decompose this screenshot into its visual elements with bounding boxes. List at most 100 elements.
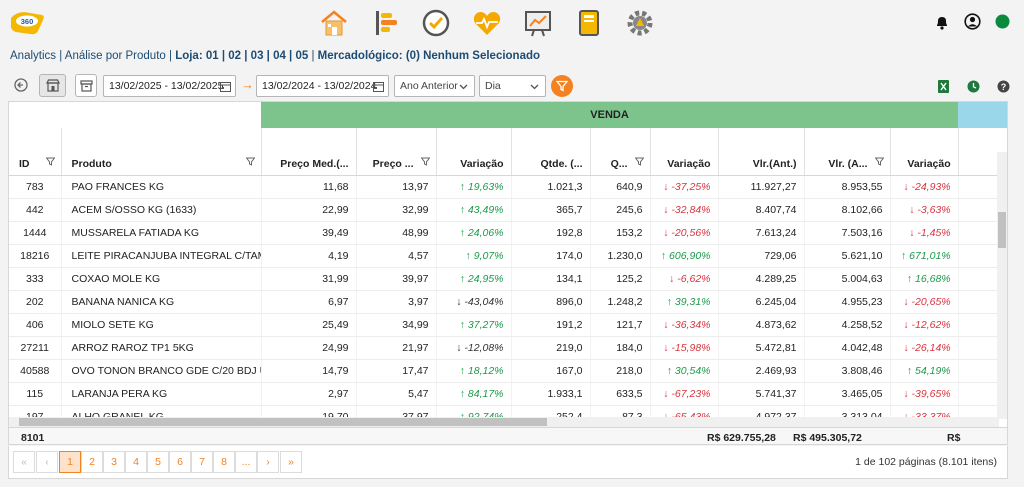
page-button[interactable]: 8 <box>213 451 235 473</box>
bell-icon[interactable] <box>934 14 950 30</box>
arrow-right-icon: → <box>241 77 254 92</box>
loja-values: 01 | 02 | 03 | 04 | 05 <box>205 50 309 62</box>
first-page-button[interactable]: « <box>13 451 35 473</box>
column-header[interactable]: ID <box>9 128 62 176</box>
horizontal-scrollbar[interactable] <box>9 417 999 427</box>
cell-v3: ↑ 671,01% <box>890 244 959 268</box>
cell-vlr-ant2: 630,28 <box>958 198 1007 222</box>
chevron-down-icon <box>459 82 468 94</box>
column-header[interactable]: Variação <box>890 128 959 176</box>
checkmark-clock-icon[interactable] <box>418 5 454 41</box>
chart-board-icon[interactable] <box>520 5 556 41</box>
period-compare-field[interactable]: 13/02/2024 - 13/02/2024 <box>256 75 389 97</box>
column-header[interactable]: Produto <box>61 128 262 176</box>
pagination-info: 1 de 102 páginas (8.101 itens) <box>855 456 997 468</box>
cell-produto: PAO FRANCES KG <box>61 175 262 199</box>
last-page-button[interactable]: » <box>280 451 302 473</box>
cell-vlr-ant: 11.927,27 <box>718 175 805 199</box>
cell-q-ant: 365,7 <box>511 198 591 222</box>
next-page-button[interactable]: › <box>257 451 279 473</box>
breadcrumb-section[interactable]: Analytics <box>10 50 57 62</box>
page-button[interactable]: 2 <box>81 451 103 473</box>
archive-button[interactable] <box>75 74 97 97</box>
calendar-icon[interactable] <box>373 81 384 95</box>
table-row[interactable]: 783 PAO FRANCES KG 11,68 13,97 ↑ 19,63% 1.021… <box>9 175 1007 199</box>
store-icon <box>45 79 60 92</box>
cell-id: 202 <box>9 290 62 314</box>
vertical-scrollbar[interactable] <box>997 152 1007 419</box>
column-filter-icon[interactable] <box>873 157 885 169</box>
variation-value: ↓ -43,04% <box>456 295 504 308</box>
column-header[interactable]: Preço Med.(... <box>261 128 357 176</box>
svg-text:360: 360 <box>21 17 34 26</box>
cell-v2: ↓ -37,25% <box>650 175 719 199</box>
history-clock-icon[interactable] <box>965 78 981 94</box>
granularity-select[interactable]: Dia <box>479 75 546 97</box>
cell-q-ant: 192,8 <box>511 221 591 245</box>
cell-pm: 34,99 <box>356 313 437 337</box>
page-button[interactable]: 6 <box>169 451 191 473</box>
vertical-scroll-thumb[interactable] <box>998 212 1006 248</box>
page-button[interactable]: 4 <box>125 451 147 473</box>
page-button[interactable]: 3 <box>103 451 125 473</box>
table-row[interactable]: 202 BANANA NANICA KG 6,97 3,97 ↓ -43,04% 896,… <box>9 290 1007 314</box>
table-row[interactable]: 27211 ARROZ RAROZ TP1 5KG 24,99 21,97 ↓ -12,… <box>9 336 1007 360</box>
page-button[interactable]: 5 <box>147 451 169 473</box>
cell-vlr: 8.102,66 <box>804 198 891 222</box>
prev-page-button[interactable]: ‹ <box>36 451 58 473</box>
column-header[interactable]: Qtde. (... <box>511 128 591 176</box>
filter-button[interactable] <box>551 75 573 97</box>
column-header[interactable]: Preço ... <box>356 128 437 176</box>
column-filter-icon[interactable] <box>244 157 256 169</box>
table-row[interactable]: 333 COXAO MOLE KG 31,99 39,97 ↑ 24,95% 134,1 1… <box>9 267 1007 291</box>
column-filter-icon[interactable] <box>44 157 56 169</box>
cell-pm-ant: 14,79 <box>261 359 357 383</box>
table-row[interactable]: 406 MIOLO SETE KG 25,49 34,99 ↑ 37,27% 191,2 1… <box>9 313 1007 337</box>
table-row[interactable]: 1444 MUSSARELA FATIADA KG 39,49 48,99 ↑ 24,0… <box>9 221 1007 245</box>
column-header[interactable]: Variação <box>650 128 719 176</box>
table-body: 783 PAO FRANCES KG 11,68 13,97 ↑ 19,63% 1.021… <box>9 175 1007 444</box>
variation-value: ↓ -1,45% <box>909 226 951 239</box>
heart-pulse-icon[interactable] <box>469 5 505 41</box>
period-current-field[interactable]: 13/02/2025 - 13/02/2025 <box>103 75 236 97</box>
help-icon[interactable]: ? <box>995 78 1011 94</box>
home-icon[interactable] <box>316 5 352 41</box>
column-header[interactable]: Vlr. (A... <box>804 128 891 176</box>
store-button[interactable] <box>39 74 66 97</box>
compare-mode-select[interactable]: Ano Anterior <box>394 75 475 97</box>
column-header[interactable]: Variação <box>436 128 512 176</box>
column-header[interactable]: Q... <box>590 128 651 176</box>
column-header-label: Vlr.(Ant.) <box>752 158 797 171</box>
column-header-label: Produto <box>71 158 112 171</box>
gear-icon[interactable] <box>622 5 658 41</box>
cell-v3: ↓ -26,14% <box>890 336 959 360</box>
page-button-active[interactable]: 1 <box>59 451 81 473</box>
variation-value: ↓ -36,34% <box>663 318 711 331</box>
user-icon[interactable] <box>964 13 981 30</box>
cell-v3: ↓ -1,45% <box>890 221 959 245</box>
variation-value: ↓ -20,65% <box>903 295 951 308</box>
back-icon[interactable] <box>11 75 31 95</box>
timeline-icon[interactable] <box>367 5 403 41</box>
column-filter-icon[interactable] <box>419 157 431 169</box>
cell-v1: ↑ 19,63% <box>436 175 512 199</box>
table-row[interactable]: 442 ACEM S/OSSO KG (1633) 22,99 32,99 ↑ 43,4… <box>9 198 1007 222</box>
cell-produto: ARROZ RAROZ TP1 5KG <box>61 336 262 360</box>
pagination: « ‹ 1 2 3 4 5 6 7 8... › » 1 de 102 páginas (8.… <box>8 446 1008 479</box>
table-row[interactable]: 115 LARANJA PERA KG 2,97 5,47 ↑ 84,17% 1.933,… <box>9 382 1007 406</box>
cell-q: 218,0 <box>590 359 651 383</box>
calendar-icon[interactable] <box>220 81 231 95</box>
column-header[interactable]: Vlr.(Ant.) <box>718 128 805 176</box>
horizontal-scroll-thumb[interactable] <box>19 418 547 426</box>
logo[interactable]: 360 <box>8 10 46 36</box>
cell-v1: ↑ 9,07% <box>436 244 512 268</box>
top-bar: 360 <box>0 0 1024 46</box>
cell-vlr-ant2: 645,74 <box>958 313 1007 337</box>
page-button[interactable]: ... <box>235 451 257 473</box>
column-filter-icon[interactable] <box>633 157 645 169</box>
notebook-icon[interactable] <box>571 5 607 41</box>
excel-icon[interactable] <box>936 78 950 94</box>
page-button[interactable]: 7 <box>191 451 213 473</box>
